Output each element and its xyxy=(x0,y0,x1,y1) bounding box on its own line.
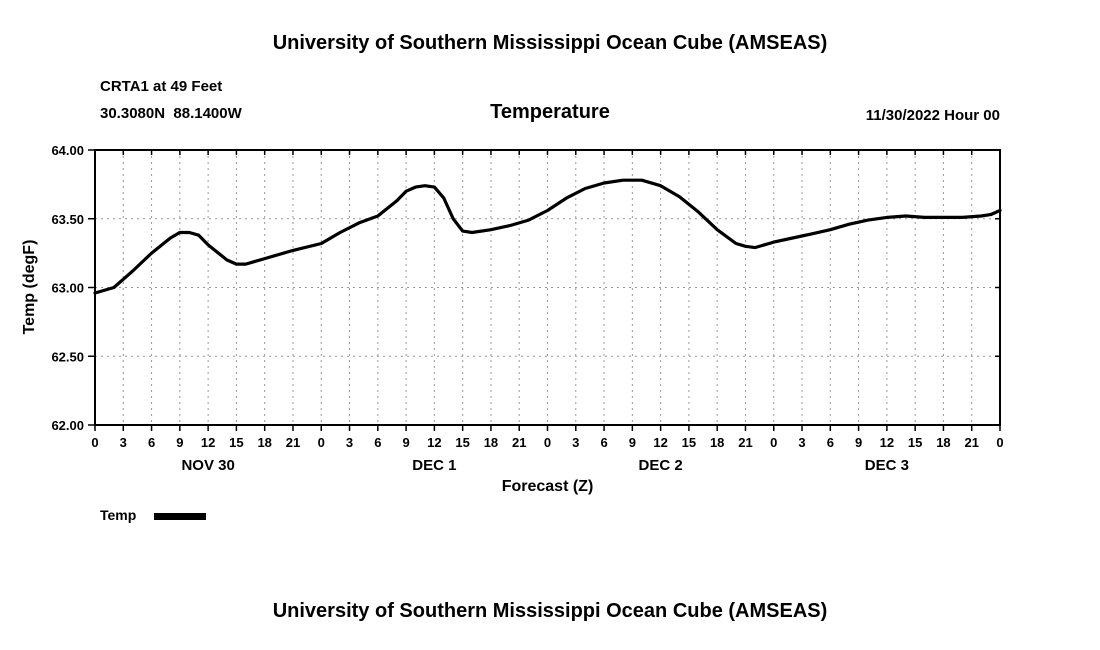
x-axis-label: Forecast (Z) xyxy=(501,478,594,495)
svg-text:15: 15 xyxy=(682,435,696,450)
svg-text:0: 0 xyxy=(91,435,98,450)
svg-text:DEC 1: DEC 1 xyxy=(412,457,456,474)
page-title: University of Southern Mississippi Ocean… xyxy=(272,32,828,54)
svg-text:9: 9 xyxy=(629,435,636,450)
svg-text:12: 12 xyxy=(880,435,894,450)
svg-text:0: 0 xyxy=(318,435,325,450)
svg-text:9: 9 xyxy=(176,435,183,450)
svg-text:6: 6 xyxy=(374,435,381,450)
svg-text:6: 6 xyxy=(600,435,607,450)
svg-text:62.50: 62.50 xyxy=(51,349,84,364)
svg-text:21: 21 xyxy=(964,435,978,450)
svg-text:18: 18 xyxy=(710,435,724,450)
svg-text:18: 18 xyxy=(257,435,271,450)
svg-text:0: 0 xyxy=(770,435,777,450)
svg-text:63.00: 63.00 xyxy=(51,281,84,296)
second-page-title: University of Southern Mississippi Ocean… xyxy=(272,600,828,622)
svg-text:9: 9 xyxy=(855,435,862,450)
station-name: CRTA1 at 49 Feet xyxy=(100,78,223,95)
svg-text:3: 3 xyxy=(798,435,805,450)
svg-text:63.50: 63.50 xyxy=(51,212,84,227)
svg-text:15: 15 xyxy=(908,435,922,450)
svg-text:0: 0 xyxy=(996,435,1003,450)
svg-text:21: 21 xyxy=(286,435,300,450)
svg-text:12: 12 xyxy=(653,435,667,450)
svg-text:6: 6 xyxy=(827,435,834,450)
svg-text:62.00: 62.00 xyxy=(51,418,84,433)
svg-text:NOV 30: NOV 30 xyxy=(181,457,234,474)
svg-text:6: 6 xyxy=(148,435,155,450)
legend: Temp xyxy=(100,507,207,523)
chart-title: Temperature xyxy=(490,101,610,123)
svg-text:3: 3 xyxy=(346,435,353,450)
svg-text:15: 15 xyxy=(229,435,243,450)
svg-text:18: 18 xyxy=(484,435,498,450)
svg-text:15: 15 xyxy=(455,435,469,450)
svg-text:12: 12 xyxy=(427,435,441,450)
svg-text:21: 21 xyxy=(738,435,752,450)
forecast-datetime: 11/30/2022 Hour 00 xyxy=(865,107,1000,124)
svg-text:9: 9 xyxy=(402,435,409,450)
svg-text:0: 0 xyxy=(544,435,551,450)
svg-text:64.00: 64.00 xyxy=(51,143,84,158)
svg-text:18: 18 xyxy=(936,435,950,450)
legend-line-swatch xyxy=(154,512,207,520)
legend-label: Temp xyxy=(100,507,137,523)
svg-text:DEC 2: DEC 2 xyxy=(639,457,683,474)
svg-text:DEC 3: DEC 3 xyxy=(865,457,909,474)
svg-text:3: 3 xyxy=(572,435,579,450)
svg-text:21: 21 xyxy=(512,435,526,450)
svg-text:12: 12 xyxy=(201,435,215,450)
svg-text:3: 3 xyxy=(120,435,127,450)
station-coordinates: 30.3080N 88.1400W xyxy=(100,105,242,122)
